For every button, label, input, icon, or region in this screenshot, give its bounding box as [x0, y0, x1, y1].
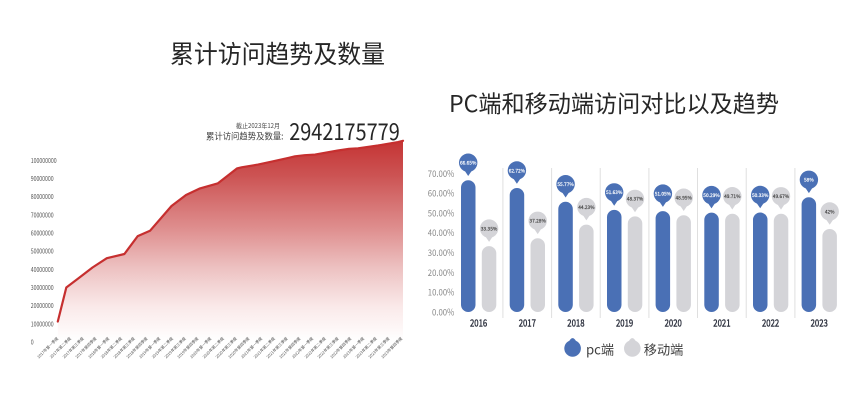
svg-text:移动端: 移动端 [644, 339, 684, 358]
svg-text:0.00%: 0.00% [432, 305, 454, 318]
svg-text:51.63%: 51.63% [605, 189, 623, 196]
svg-text:49.71%: 49.71% [723, 193, 741, 200]
svg-text:33.35%: 33.35% [481, 225, 498, 232]
svg-text:2022: 2022 [762, 315, 779, 329]
svg-text:60000000: 60000000 [31, 229, 54, 239]
svg-text:50.33%: 50.33% [751, 192, 769, 199]
svg-text:60.00%: 60.00% [428, 187, 455, 200]
svg-text:40.00%: 40.00% [428, 226, 455, 239]
svg-text:90000000: 90000000 [31, 174, 54, 184]
svg-text:2019: 2019 [616, 315, 633, 329]
svg-text:37.28%: 37.28% [529, 218, 546, 225]
svg-text:50.29%: 50.29% [702, 192, 720, 199]
svg-text:PC端和移动端访问对比以及趋势: PC端和移动端访问对比以及趋势 [449, 85, 779, 119]
svg-text:50000000: 50000000 [31, 247, 54, 257]
svg-text:2016: 2016 [470, 315, 487, 329]
svg-text:30.00%: 30.00% [428, 246, 455, 259]
svg-text:42%: 42% [824, 208, 835, 215]
svg-text:pc端: pc端 [586, 339, 614, 358]
svg-text:2017: 2017 [519, 315, 536, 329]
svg-text:70000000: 70000000 [31, 210, 54, 220]
svg-text:累计访问趋势及数量: 累计访问趋势及数量 [170, 35, 385, 71]
svg-text:2023: 2023 [811, 315, 828, 329]
svg-text:2942175779: 2942175779 [289, 113, 400, 147]
svg-text:70.00%: 70.00% [428, 167, 455, 180]
svg-text:累计访问趋势及数量:: 累计访问趋势及数量: [206, 130, 284, 143]
svg-text:48.95%: 48.95% [674, 195, 692, 202]
svg-text:20000000: 20000000 [31, 301, 54, 311]
svg-text:0: 0 [31, 337, 34, 347]
svg-text:50.00%: 50.00% [428, 206, 455, 219]
svg-text:20.00%: 20.00% [428, 266, 455, 279]
svg-text:80000000: 80000000 [31, 192, 54, 202]
svg-text:2020: 2020 [665, 315, 682, 329]
svg-text:10.00%: 10.00% [428, 286, 455, 299]
svg-text:截止2023年12月: 截止2023年12月 [236, 120, 280, 130]
svg-text:62.72%: 62.72% [509, 167, 526, 174]
svg-text:51.05%: 51.05% [654, 190, 672, 197]
svg-text:66.65%: 66.65% [460, 160, 477, 167]
svg-text:55.77%: 55.77% [556, 181, 574, 188]
svg-text:2018: 2018 [567, 315, 584, 329]
svg-text:44.23%: 44.23% [577, 204, 595, 211]
svg-text:100000000: 100000000 [31, 156, 57, 166]
svg-text:30000000: 30000000 [31, 283, 54, 293]
svg-text:49.67%: 49.67% [772, 193, 790, 200]
svg-text:2021: 2021 [713, 315, 730, 329]
svg-text:40000000: 40000000 [31, 265, 54, 275]
svg-text:10000000: 10000000 [31, 319, 54, 329]
svg-text:48.37%: 48.37% [626, 196, 644, 203]
svg-text:58%: 58% [803, 177, 814, 184]
